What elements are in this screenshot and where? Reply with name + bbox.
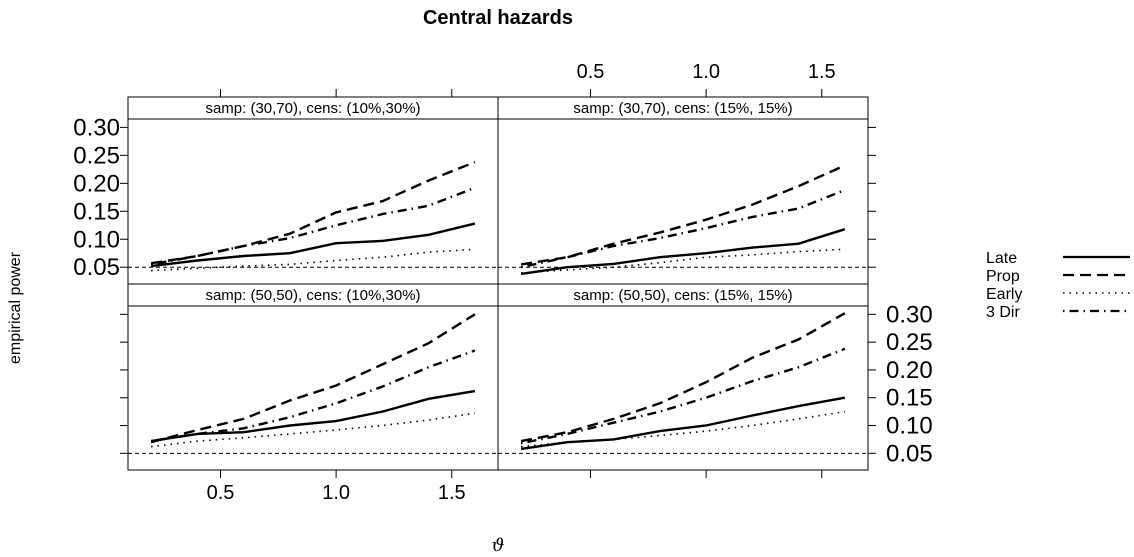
- y-tick-label: 0.20: [73, 170, 120, 197]
- chart-title: Central hazards: [423, 7, 573, 29]
- series-line-prop: [520, 312, 846, 443]
- legend-label: 3 Dir: [986, 304, 1020, 321]
- panel-border: [127, 305, 499, 471]
- panel-border: [497, 305, 869, 471]
- series-line-3-dir: [150, 349, 476, 443]
- legend-label: Prop: [986, 268, 1020, 285]
- y-tick-label: 0.25: [73, 142, 120, 169]
- panel: samp: (30,70), cens: (15%, 15%): [497, 89, 876, 285]
- y-tick-label: 0.05: [73, 254, 120, 281]
- y-tick-label: 0.05: [886, 440, 933, 467]
- legend-label: Late: [986, 250, 1017, 267]
- x-tick-label: 1.0: [692, 61, 720, 83]
- x-tick-label: 1.5: [438, 482, 466, 504]
- series-line-late: [150, 222, 476, 268]
- y-tick-label: 0.20: [886, 357, 933, 384]
- y-tick-label: 0.10: [886, 413, 933, 440]
- series-line-early: [521, 248, 845, 274]
- legend-label: Early: [986, 286, 1022, 303]
- x-tick-label: 0.5: [207, 482, 235, 504]
- panel: samp: (50,50), cens: (15%, 15%): [497, 283, 876, 478]
- y-tick-label: 0.25: [886, 329, 933, 356]
- x-tick-label: 1.0: [322, 482, 350, 504]
- x-tick-label: 1.5: [808, 61, 836, 83]
- series-line-early: [151, 412, 476, 448]
- panel: samp: (30,70), cens: (10%,30%): [120, 89, 499, 285]
- panels: samp: (30,70), cens: (10%,30%) samp: (30,…: [73, 61, 932, 504]
- strip-label: samp: (50,50), cens: (15%, 15%): [573, 287, 792, 304]
- y-axis-label: empirical power: [7, 251, 24, 364]
- series-line-3-dir: [150, 186, 476, 266]
- y-tick-label: 0.15: [73, 198, 120, 225]
- series-line-late: [520, 396, 846, 451]
- y-tick-label: 0.30: [886, 301, 933, 328]
- series-line-3-dir: [520, 347, 846, 445]
- strip-label: samp: (30,70), cens: (15%, 15%): [573, 100, 792, 117]
- y-tick-label: 0.15: [886, 385, 933, 412]
- strip-label: samp: (50,50), cens: (10%,30%): [205, 287, 420, 304]
- series-line-late: [520, 228, 846, 276]
- y-tick-label: 0.10: [73, 226, 120, 253]
- x-tick-label: 0.5: [577, 61, 605, 83]
- series-line-3-dir: [520, 188, 846, 269]
- x-axis-label: ϑ: [492, 535, 505, 556]
- strip-label: samp: (30,70), cens: (10%,30%): [205, 100, 420, 117]
- panel: samp: (50,50), cens: (10%,30%): [120, 283, 499, 478]
- series-line-prop: [150, 313, 476, 444]
- y-tick-label: 0.30: [73, 114, 120, 141]
- series-line-prop: [520, 164, 846, 266]
